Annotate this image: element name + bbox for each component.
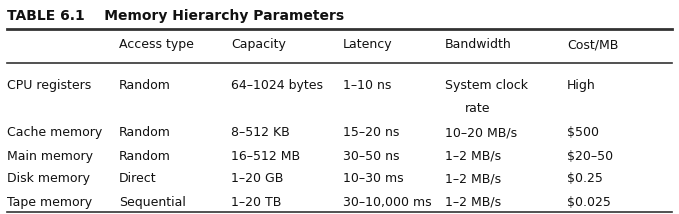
- Text: Cost/MB: Cost/MB: [567, 39, 619, 51]
- Text: 10–30 ms: 10–30 ms: [343, 172, 403, 185]
- Text: 10–20 MB/s: 10–20 MB/s: [445, 126, 517, 139]
- Text: $0.025: $0.025: [567, 196, 611, 209]
- Text: 15–20 ns: 15–20 ns: [343, 126, 399, 139]
- Text: Direct: Direct: [119, 172, 156, 185]
- Text: $20–50: $20–50: [567, 150, 613, 163]
- Text: Random: Random: [119, 79, 170, 92]
- Text: rate: rate: [465, 102, 491, 114]
- Text: TABLE 6.1    Memory Hierarchy Parameters: TABLE 6.1 Memory Hierarchy Parameters: [7, 9, 344, 22]
- Text: $500: $500: [567, 126, 599, 139]
- Text: 16–512 MB: 16–512 MB: [231, 150, 300, 163]
- Text: Random: Random: [119, 150, 170, 163]
- Text: 1–2 MB/s: 1–2 MB/s: [445, 172, 501, 185]
- Text: 1–20 GB: 1–20 GB: [231, 172, 283, 185]
- Text: Main memory: Main memory: [7, 150, 93, 163]
- Text: 1–2 MB/s: 1–2 MB/s: [445, 150, 501, 163]
- Text: $0.25: $0.25: [567, 172, 603, 185]
- Text: Disk memory: Disk memory: [7, 172, 90, 185]
- Text: 1–20 TB: 1–20 TB: [231, 196, 281, 209]
- Text: 30–10,000 ms: 30–10,000 ms: [343, 196, 432, 209]
- Text: Bandwidth: Bandwidth: [445, 39, 511, 51]
- Text: Capacity: Capacity: [231, 39, 286, 51]
- Text: Latency: Latency: [343, 39, 392, 51]
- Text: Random: Random: [119, 126, 170, 139]
- Text: High: High: [567, 79, 595, 92]
- Text: Sequential: Sequential: [119, 196, 185, 209]
- Text: 30–50 ns: 30–50 ns: [343, 150, 399, 163]
- Text: 8–512 KB: 8–512 KB: [231, 126, 290, 139]
- Text: Tape memory: Tape memory: [7, 196, 92, 209]
- Text: 1–2 MB/s: 1–2 MB/s: [445, 196, 501, 209]
- Text: CPU registers: CPU registers: [7, 79, 91, 92]
- Text: 64–1024 bytes: 64–1024 bytes: [231, 79, 323, 92]
- Text: 1–10 ns: 1–10 ns: [343, 79, 391, 92]
- Text: Access type: Access type: [119, 39, 194, 51]
- Text: Cache memory: Cache memory: [7, 126, 102, 139]
- Text: System clock: System clock: [445, 79, 528, 92]
